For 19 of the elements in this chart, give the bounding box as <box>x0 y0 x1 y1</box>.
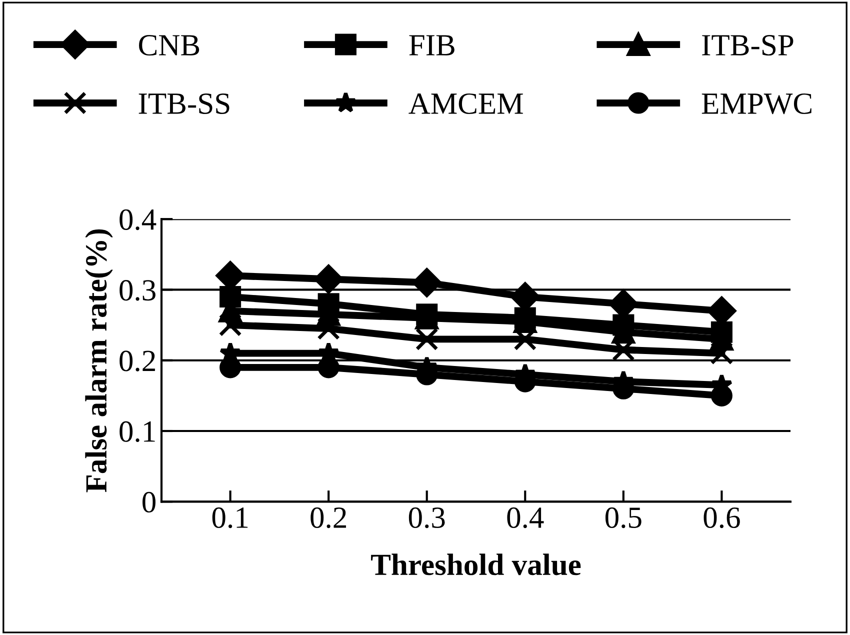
y-tick-label: 0.1 <box>120 421 155 442</box>
y-tick-label: 0.2 <box>120 350 155 372</box>
x-axis-title: Threshold value <box>371 554 581 576</box>
y-tick-label: 0.4 <box>120 209 156 230</box>
x-tick-label: 0.5 <box>605 507 642 528</box>
legend-label: AMCEM <box>408 93 523 114</box>
legend-label: ITB-SS <box>138 93 230 114</box>
x-tick-label: 0.6 <box>704 507 740 528</box>
x-tick-label: 0.1 <box>212 507 248 528</box>
x-tick-label: 0.3 <box>408 507 445 528</box>
x-tick-label: 0.4 <box>507 507 544 528</box>
y-tick-label: 0 <box>142 492 156 513</box>
x-tick-label: 0.2 <box>310 507 346 528</box>
y-axis-title: False alarm rate(%) <box>85 229 113 492</box>
legend-label: EMPWC <box>702 93 812 114</box>
legend-label: ITB-SP <box>702 35 794 56</box>
legend-label: FIB <box>409 35 454 56</box>
y-tick-label: 0.3 <box>120 280 156 301</box>
legend-label: CNB <box>139 35 200 56</box>
